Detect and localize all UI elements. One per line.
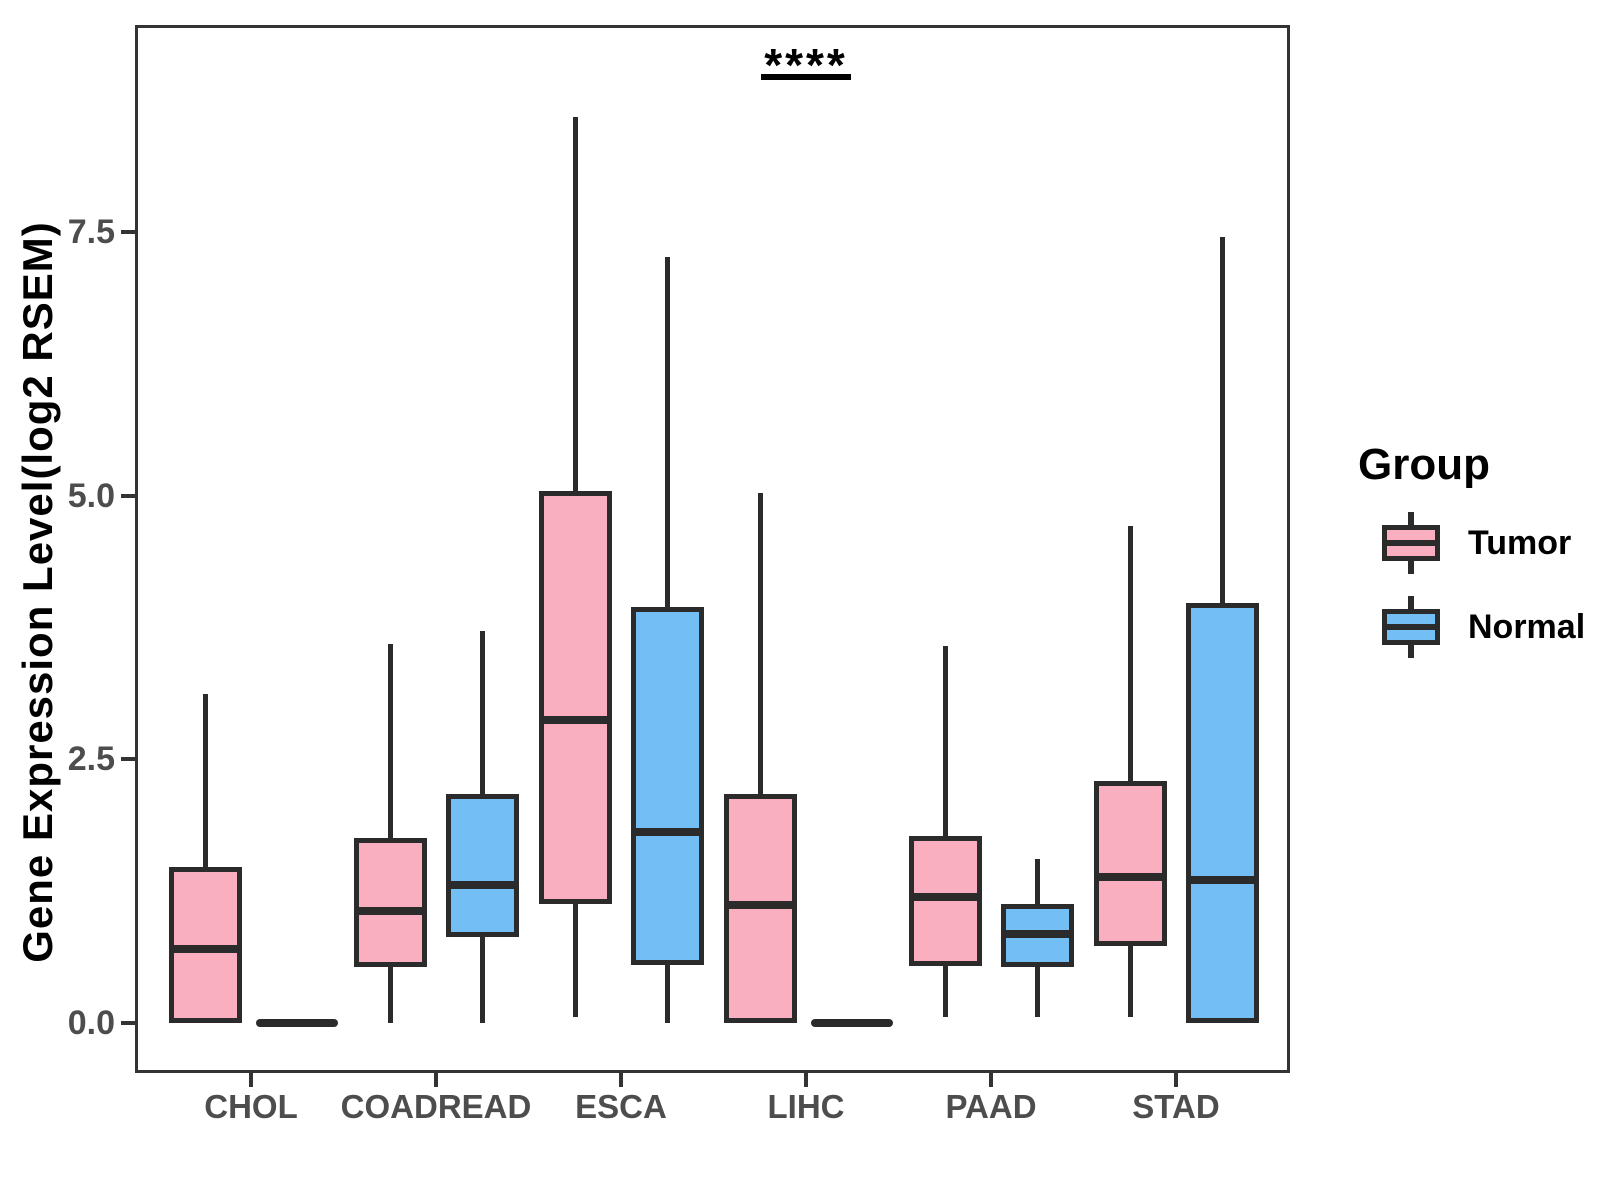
flat-box-normal: [811, 1018, 893, 1027]
x-axis-label: PAAD: [945, 1088, 1037, 1125]
box-tumor: [168, 866, 242, 1023]
x-tick-mark: [434, 1073, 438, 1087]
y-tick-mark: [121, 493, 135, 498]
x-axis-label: ESCA: [575, 1088, 667, 1125]
y-tick-mark: [121, 1020, 135, 1025]
legend-item-normal: Normal: [1330, 596, 1590, 658]
median-line: [538, 716, 612, 725]
box-normal: [630, 607, 704, 965]
y-tick-mark: [121, 757, 135, 762]
whisker-tumor: [942, 646, 948, 1018]
box-normal: [1185, 603, 1259, 1023]
median-line: [723, 900, 797, 909]
y-tick-label: 0.0: [67, 1003, 115, 1042]
legend-label-normal: Normal: [1468, 607, 1586, 646]
x-axis-label: CHOL: [204, 1088, 298, 1125]
significance-stars: ****: [764, 39, 848, 91]
median-line: [445, 880, 519, 889]
tumor-boxplot-icon: [1380, 512, 1442, 574]
whisker-tumor: [202, 693, 208, 1023]
y-tick-label: 2.5: [67, 740, 115, 779]
legend-title: Group: [1358, 440, 1490, 489]
plot-panel: ****: [135, 25, 1290, 1073]
median-line: [1185, 876, 1259, 885]
x-tick-mark: [1174, 1073, 1178, 1087]
median-line: [168, 944, 242, 953]
box-normal: [445, 793, 519, 938]
median-line: [1093, 873, 1167, 882]
y-tick-mark: [121, 230, 135, 235]
x-tick-mark: [619, 1073, 623, 1087]
legend: Group Tumor Normal: [1330, 440, 1590, 658]
box-tumor: [538, 490, 612, 904]
significance-bar: [761, 74, 851, 80]
y-tick-label: 5.0: [67, 476, 115, 515]
median-line: [908, 893, 982, 902]
x-axis-label: COADREAD: [340, 1088, 532, 1125]
x-tick-mark: [989, 1073, 993, 1087]
box-tumor: [1093, 781, 1167, 946]
median-line: [1000, 930, 1074, 939]
legend-label-tumor: Tumor: [1468, 523, 1572, 562]
x-axis-label: LIHC: [767, 1088, 845, 1125]
box-tumor: [353, 838, 427, 967]
flat-box-normal: [256, 1018, 338, 1027]
normal-boxplot-icon: [1380, 596, 1442, 658]
whisker-tumor: [387, 644, 393, 1023]
y-tick-label: 7.5: [67, 213, 115, 252]
median-line: [630, 827, 704, 836]
whisker-tumor: [757, 492, 763, 1023]
x-tick-mark: [804, 1073, 808, 1087]
x-tick-mark: [249, 1073, 253, 1087]
x-axis-label: STAD: [1132, 1088, 1220, 1125]
legend-item-tumor: Tumor: [1330, 512, 1590, 574]
whisker-tumor: [1127, 526, 1133, 1018]
median-line: [353, 906, 427, 915]
